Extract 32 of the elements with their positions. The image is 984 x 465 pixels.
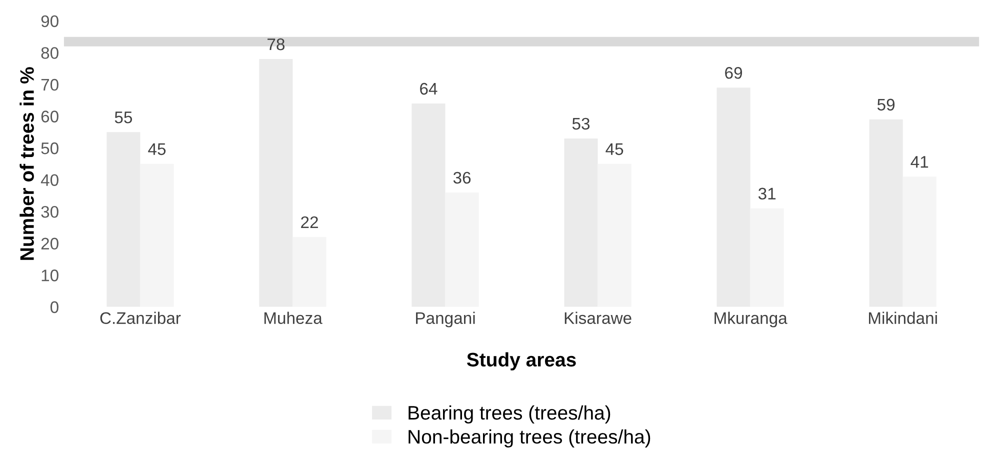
y-tick-label: 10	[42, 270, 58, 282]
x-tick-label: Mikindani	[868, 312, 937, 324]
data-label: 36	[453, 172, 471, 184]
data-label: 45	[606, 143, 624, 156]
y-tick-label: 0	[50, 301, 58, 314]
data-label: 78	[268, 38, 285, 50]
y-tick-label: 90	[41, 15, 58, 28]
x-tick-label: Kisarawe	[564, 312, 632, 324]
legend-label: Non-bearing trees (trees/ha)	[408, 429, 650, 448]
data-label: 45	[148, 143, 166, 156]
y-tick-label: 20	[41, 238, 58, 250]
x-tick-label: Mkuranga	[714, 312, 788, 328]
x-tick-label: Pangani	[416, 312, 475, 328]
data-label: 55	[114, 112, 132, 124]
y-tick-label: 30	[41, 206, 58, 218]
data-label: 31	[758, 188, 776, 200]
y-tick-label: 80	[41, 47, 58, 59]
data-label: 59	[877, 98, 895, 111]
data-label: 41	[910, 156, 928, 168]
data-label: 69	[725, 67, 742, 79]
x-axis-title: Study areas	[466, 352, 576, 370]
y-tick-label: 70	[41, 78, 58, 91]
legend-label: Bearing trees (trees/ha)	[408, 405, 610, 424]
x-tick-label: Muheza	[264, 312, 322, 324]
data-label: 53	[572, 118, 590, 130]
x-tick-label: C.Zanzibar	[100, 312, 181, 324]
data-label: 22	[301, 216, 318, 228]
y-tick-label: 40	[40, 174, 58, 186]
y-tick-label: 50	[41, 142, 58, 154]
y-axis-title: Number of trees in %	[20, 67, 34, 260]
y-tick-label: 60	[41, 110, 58, 122]
data-label: 64	[420, 82, 438, 95]
